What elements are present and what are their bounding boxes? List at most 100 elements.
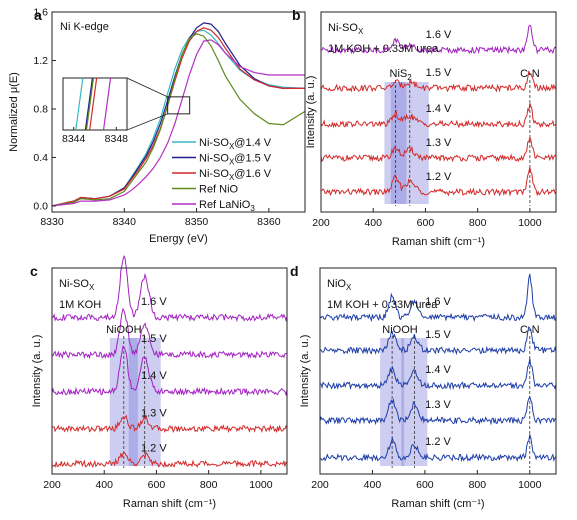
panel-subtitle-d: 1M KOH + 0.33M urea <box>327 299 438 311</box>
legend-label-3-tail: @1.6 V <box>234 168 272 180</box>
zoom-box <box>167 96 191 115</box>
spectrum-1.6V <box>321 24 557 55</box>
panel-title-d-sub: X <box>346 283 352 292</box>
spectrum-label: 1.2 V <box>426 171 452 183</box>
legend-label-1-sub: X <box>229 142 235 151</box>
x-tick-label: 800 <box>200 479 218 491</box>
legend-label-2: Ni-SOX@1.5 V <box>199 153 272 167</box>
spectrum-label: 1.4 V <box>141 370 167 382</box>
inset-tick-label: 8344 <box>62 133 86 145</box>
spectrum-label: 1.2 V <box>141 442 167 454</box>
panel-letter-d: d <box>290 263 299 279</box>
panel-c: c 1.2 V 1.3 V 1.4 V 1.5 V 1.6 V 200 400 600 800 10… <box>30 254 288 510</box>
y-axis-label: Normalized μ(E) <box>8 72 20 152</box>
inset-series-5 <box>102 77 112 131</box>
series-line-3 <box>51 27 305 207</box>
spectrum-1.4V <box>51 345 288 397</box>
spectrum-label: 1.3 V <box>141 407 167 419</box>
spectrum-label: 1.2 V <box>425 436 451 448</box>
panel-title-c-sub: X <box>89 283 95 292</box>
x-axis-label: Raman shift (cm⁻¹) <box>123 498 216 510</box>
legend-label-2-main: Ni-SO <box>199 153 229 165</box>
spectrum-1.3V <box>320 135 557 163</box>
panel-letter-a: a <box>34 7 42 23</box>
panel-subtitle-c: 1M KOH <box>59 299 101 311</box>
x-tick-label: 1000 <box>518 479 542 491</box>
x-tick-label: 8330 <box>40 216 64 228</box>
panel-title-c: Ni-SOX <box>59 278 95 292</box>
x-tick-label: 8360 <box>257 216 281 228</box>
x-tick-label: 600 <box>416 479 434 491</box>
legend-label-1: Ni-SOX@1.4 V <box>199 137 272 151</box>
peak-label: NiOOH <box>382 324 418 336</box>
peak-label-main: C-N <box>520 68 540 80</box>
peak-label-sub: 2 <box>407 73 412 82</box>
spectrum-label: 1.6 V <box>141 296 167 308</box>
panel-title-b-main: Ni-SO <box>328 22 358 34</box>
inset-series-1 <box>75 77 84 131</box>
peak-label-main: NiOOH <box>106 324 142 336</box>
panel-title-d: NiOX <box>327 278 352 292</box>
legend-label-5-sub: 3 <box>250 204 255 213</box>
panel-title-d-main: NiO <box>327 278 346 290</box>
peak-label: C-N <box>520 68 540 80</box>
x-tick-label: 400 <box>364 217 382 229</box>
spectrum-label: 1.3 V <box>426 137 452 149</box>
spectrum-label: 1.5 V <box>425 329 451 341</box>
legend-label-5: Ref LaNiO3 <box>199 199 255 213</box>
plot-frame-a <box>51 11 306 213</box>
panel-d: d 1.2 V 1.3 V 1.4 V 1.5 V 1.6 V 200 400 600 800 10… <box>290 263 557 510</box>
x-tick-label: 600 <box>417 217 435 229</box>
inset-tick-label: 8348 <box>105 133 129 145</box>
x-tick-label: 200 <box>312 217 330 229</box>
legend-label-3-main: Ni-SO <box>199 168 229 180</box>
spectrum-label: 1.3 V <box>425 399 451 411</box>
panel-subtitle-b: 1M KOH + 0.33M urea <box>328 43 439 55</box>
legend-label-5-main: Ref LaNiO <box>199 199 251 211</box>
inset-frame <box>62 77 128 131</box>
y-tick-label: 0.4 <box>33 152 48 164</box>
panel-b: b 1.2 V 1.3 V 1.4 V 1.5 V 1.6 V 200 400 600 800 10… <box>292 7 557 248</box>
x-axis-label: Raman shift (cm⁻¹) <box>391 498 484 510</box>
legend-label-1-tail: @1.4 V <box>234 137 272 149</box>
x-tick-label: 800 <box>469 217 487 229</box>
panel-title-b-sub: X <box>358 27 364 36</box>
spectrum-1.4V <box>319 358 557 391</box>
spectrum-label: 1.5 V <box>141 333 167 345</box>
x-tick-label: 8340 <box>113 216 137 228</box>
peak-label: C-N <box>520 324 540 336</box>
series-line-5 <box>51 39 305 207</box>
spectrum-label: 1.4 V <box>426 103 452 115</box>
series-line-4 <box>51 33 306 207</box>
y-tick-label: 0.8 <box>33 103 48 115</box>
spectrum-label: 1.4 V <box>425 364 451 376</box>
spectrum-1.2V <box>51 451 288 469</box>
plot-frame-c <box>51 267 288 475</box>
spectrum-1.3V <box>319 395 557 426</box>
x-tick-label: 200 <box>43 479 61 491</box>
legend-label-1-main: Ni-SO <box>199 137 229 149</box>
spectrum-1.2V <box>319 434 557 463</box>
inset-series-4 <box>85 77 95 131</box>
plot-frame-b <box>320 11 557 213</box>
x-tick-label: 400 <box>364 479 382 491</box>
legend-label-2-sub: X <box>229 158 235 167</box>
zoom-connector <box>126 113 168 131</box>
spectrum-1.5V <box>320 70 557 93</box>
zoom-connector <box>126 77 168 98</box>
x-tick-label: 800 <box>469 479 487 491</box>
y-tick-label: 0.0 <box>33 200 48 212</box>
y-tick-label: 1.6 <box>33 7 48 19</box>
x-tick-label: 1000 <box>518 217 542 229</box>
peak-label-main: C-N <box>520 324 540 336</box>
panel-a: a 8330 8340 8350 8360 0.0 0.4 0.8 1.2 1.6 Energy (… <box>8 7 306 245</box>
spectrum-1.6V <box>319 273 557 323</box>
peak-label: NiOOH <box>106 324 142 336</box>
legend-label-2-tail: @1.5 V <box>234 153 272 165</box>
y-tick-label: 1.2 <box>33 55 48 67</box>
x-axis-label: Energy (eV) <box>149 233 208 245</box>
y-axis-label: Intensity (a. u.) <box>305 76 317 149</box>
legend-label-4-main: Ref NiO <box>199 184 239 196</box>
y-axis-label: Intensity (a. u.) <box>299 335 311 408</box>
spectrum-1.5V <box>51 307 288 360</box>
